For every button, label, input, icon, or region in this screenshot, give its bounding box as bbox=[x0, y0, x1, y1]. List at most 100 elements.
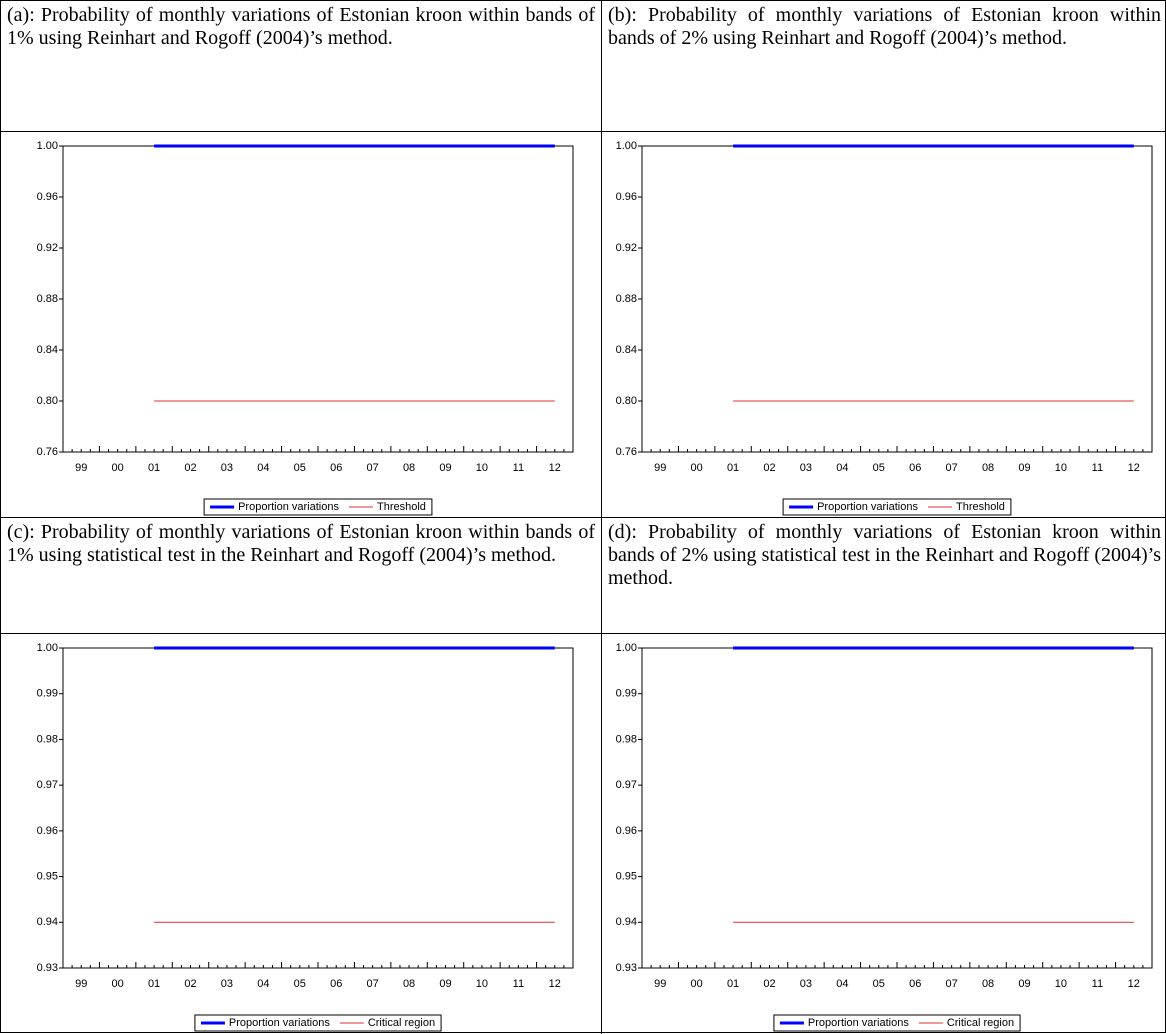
x-tick-label: 12 bbox=[1128, 462, 1140, 474]
chart-cell: 0.76 0.80 0.84 0.88 0.92 0.96 1.00 99 00 01 02 03 04… bbox=[602, 132, 1166, 518]
y-tick-label: 0.92 bbox=[616, 242, 637, 254]
legend-box bbox=[203, 498, 433, 516]
y-tick-label: 0.99 bbox=[37, 688, 58, 700]
legend-box bbox=[194, 1014, 442, 1032]
x-tick-label: 01 bbox=[727, 978, 739, 990]
caption: (b): Probability of monthly variations o… bbox=[602, 1, 1166, 132]
chart-cell: 0.76 0.80 0.84 0.88 0.92 0.96 1.00 99 00 01 02 03 04… bbox=[1, 132, 602, 518]
plot-frame bbox=[641, 647, 1153, 969]
y-tick-label: 0.94 bbox=[37, 916, 58, 928]
x-tick-label: 05 bbox=[294, 462, 306, 474]
legend-box bbox=[773, 1014, 1021, 1032]
legend: Proportion variations Threshold bbox=[203, 498, 433, 516]
x-tick-label: 06 bbox=[909, 462, 921, 474]
y-tick-label: 0.98 bbox=[37, 733, 58, 745]
y-tick-label: 0.80 bbox=[37, 395, 58, 407]
x-tick-label: 07 bbox=[367, 978, 379, 990]
x-tick-label: 07 bbox=[946, 462, 958, 474]
x-tick-label: 05 bbox=[873, 462, 885, 474]
x-tick-label: 99 bbox=[75, 978, 87, 990]
x-tick-label: 00 bbox=[691, 462, 703, 474]
y-tick-label: 0.88 bbox=[616, 293, 637, 305]
x-tick-label: 11 bbox=[1092, 978, 1103, 990]
x-tick-label: 12 bbox=[549, 462, 561, 474]
y-tick-label: 0.76 bbox=[616, 446, 637, 458]
x-tick-label: 02 bbox=[763, 978, 775, 990]
y-tick-label: 0.95 bbox=[616, 870, 637, 882]
x-tick-label: 04 bbox=[257, 462, 269, 474]
y-tick-label: 0.98 bbox=[616, 733, 637, 745]
x-tick-label: 08 bbox=[403, 978, 415, 990]
x-tick-label: 03 bbox=[800, 978, 812, 990]
x-tick-label: 04 bbox=[836, 978, 848, 990]
x-tick-label: 11 bbox=[513, 462, 524, 474]
y-tick-label: 0.93 bbox=[37, 962, 58, 974]
x-tick-label: 07 bbox=[946, 978, 958, 990]
x-tick-label: 10 bbox=[476, 462, 488, 474]
y-tick-label: 0.99 bbox=[616, 688, 637, 700]
x-tick-label: 05 bbox=[873, 978, 885, 990]
y-tick-label: 0.84 bbox=[37, 344, 58, 356]
caption: (c): Probability of monthly variations o… bbox=[1, 518, 602, 634]
legend: Proportion variations Critical region bbox=[194, 1014, 442, 1032]
x-tick-label: 00 bbox=[112, 978, 124, 990]
chart-cell: 0.93 0.94 0.95 0.96 0.97 0.98 0.99 1.00 99 00 01 02… bbox=[602, 634, 1166, 1034]
x-tick-label: 09 bbox=[439, 978, 451, 990]
caption: (d): Probability of monthly variations o… bbox=[602, 518, 1166, 634]
y-tick-label: 0.88 bbox=[37, 293, 58, 305]
x-tick-label: 09 bbox=[439, 462, 451, 474]
x-tick-label: 08 bbox=[982, 978, 994, 990]
chart: 0.93 0.94 0.95 0.96 0.97 0.98 0.99 1.00 99 00 01 02… bbox=[616, 642, 1153, 1032]
x-tick-label: 10 bbox=[476, 978, 488, 990]
y-tick-label: 0.84 bbox=[616, 344, 637, 356]
y-tick-label: 1.00 bbox=[616, 642, 637, 654]
x-tick-label: 00 bbox=[112, 462, 124, 474]
x-tick-label: 06 bbox=[909, 978, 921, 990]
x-tick-label: 11 bbox=[1092, 462, 1103, 474]
x-tick-label: 05 bbox=[294, 978, 306, 990]
chart: 0.93 0.94 0.95 0.96 0.97 0.98 0.99 1.00 99 00 01 02… bbox=[37, 642, 574, 1032]
y-tick-label: 0.76 bbox=[37, 446, 58, 458]
x-tick-label: 06 bbox=[330, 462, 342, 474]
x-tick-label: 03 bbox=[221, 978, 233, 990]
x-tick-label: 11 bbox=[513, 978, 524, 990]
y-tick-label: 0.92 bbox=[37, 242, 58, 254]
legend-label: Proportion variations bbox=[817, 501, 918, 513]
legend-label: Proportion variations bbox=[238, 501, 339, 513]
plot-frame bbox=[62, 647, 574, 969]
y-tick-label: 0.97 bbox=[616, 779, 637, 791]
x-tick-label: 08 bbox=[982, 462, 994, 474]
y-tick-label: 0.97 bbox=[37, 779, 58, 791]
x-tick-label: 10 bbox=[1055, 978, 1067, 990]
y-tick-label: 1.00 bbox=[37, 140, 58, 152]
y-tick-label: 0.95 bbox=[37, 870, 58, 882]
x-tick-label: 00 bbox=[691, 978, 703, 990]
x-tick-label: 09 bbox=[1018, 462, 1030, 474]
x-tick-label: 07 bbox=[367, 462, 379, 474]
y-tick-label: 0.96 bbox=[37, 191, 58, 203]
y-tick-label: 0.96 bbox=[616, 825, 637, 837]
x-tick-label: 12 bbox=[549, 978, 561, 990]
legend-box bbox=[782, 498, 1012, 516]
chart-cell: 0.93 0.94 0.95 0.96 0.97 0.98 0.99 1.00 99 00 01 02… bbox=[1, 634, 602, 1034]
x-tick-label: 10 bbox=[1055, 462, 1067, 474]
legend-label: Threshold bbox=[377, 501, 426, 513]
caption: (a): Probability of monthly variations o… bbox=[1, 1, 602, 132]
x-tick-label: 01 bbox=[148, 978, 160, 990]
x-tick-label: 04 bbox=[257, 978, 269, 990]
x-tick-label: 03 bbox=[800, 462, 812, 474]
x-tick-label: 08 bbox=[403, 462, 415, 474]
y-tick-label: 0.96 bbox=[616, 191, 637, 203]
x-tick-label: 99 bbox=[654, 462, 666, 474]
plot-frame bbox=[62, 145, 574, 453]
x-tick-label: 01 bbox=[148, 462, 160, 474]
legend-label: Threshold bbox=[956, 501, 1005, 513]
x-tick-label: 99 bbox=[75, 462, 87, 474]
chart: 0.76 0.80 0.84 0.88 0.92 0.96 1.00 99 00 01 02 03 04… bbox=[616, 140, 1153, 516]
x-tick-label: 06 bbox=[330, 978, 342, 990]
y-tick-label: 0.93 bbox=[616, 962, 637, 974]
x-tick-label: 12 bbox=[1128, 978, 1140, 990]
x-tick-label: 09 bbox=[1018, 978, 1030, 990]
y-tick-label: 0.96 bbox=[37, 825, 58, 837]
